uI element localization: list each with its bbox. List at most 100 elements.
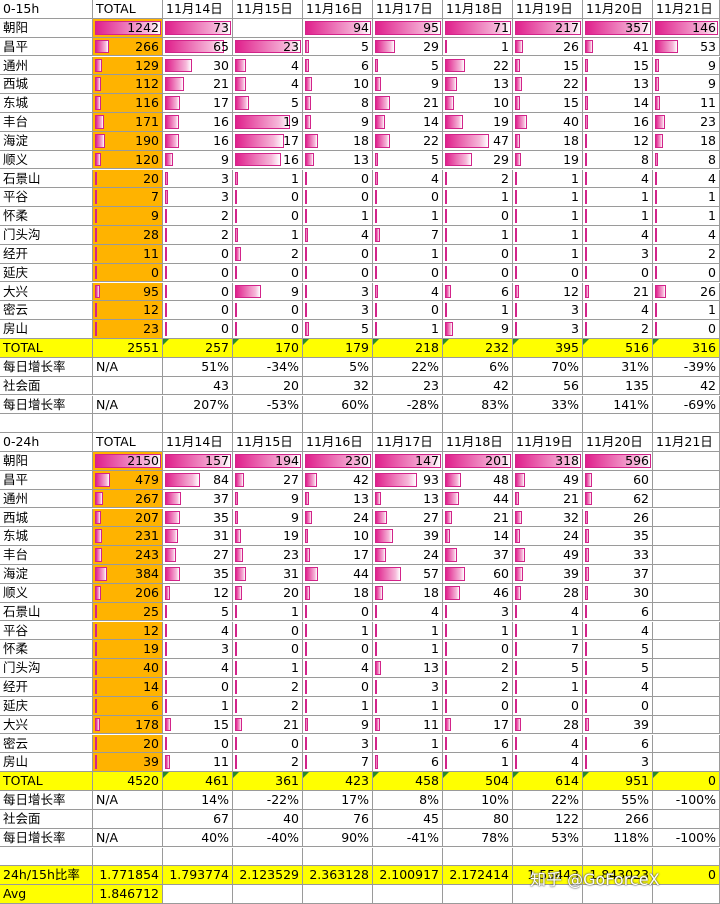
cell-text: 516 (625, 340, 649, 355)
cell-text: 18 (700, 132, 716, 148)
cell: 4 (583, 226, 653, 245)
cell: 504 (443, 772, 513, 791)
cell: 28 (513, 583, 583, 603)
data-bar (585, 303, 587, 318)
cell-text: 1.843023 (589, 867, 649, 883)
cell-text: 32 (353, 377, 369, 393)
cell-text: 13 (423, 660, 439, 676)
cell (0, 847, 93, 867)
cell: 42 (443, 376, 513, 396)
data-bar (165, 755, 170, 770)
data-bar (445, 58, 466, 73)
data-bar (375, 39, 396, 54)
cell: 76 (303, 809, 373, 829)
data-bar (585, 115, 588, 129)
cell: 207 (93, 508, 163, 528)
cell: 怀柔 (0, 207, 93, 226)
cell: 29 (443, 150, 513, 170)
cell: 93 (373, 470, 443, 490)
cell-text: 15 (563, 57, 579, 73)
cell-text: 30 (213, 57, 229, 73)
data-bar (305, 77, 313, 92)
cell-text: 4520 (127, 773, 159, 789)
note-marker (443, 339, 449, 345)
data-bar (585, 510, 588, 525)
cell: 13 (303, 150, 373, 170)
cell-text: 0 (221, 245, 229, 261)
cell-text: 17 (353, 547, 369, 563)
cell-text: 12 (563, 283, 579, 299)
cell: 14% (163, 791, 233, 810)
cell-text: 19 (143, 641, 159, 657)
data-bar (235, 472, 245, 487)
cell-text: 3 (361, 735, 369, 751)
cell-text: 0 (501, 245, 509, 261)
cell: 11月21日 (653, 433, 720, 452)
cell: 60 (443, 565, 513, 584)
data-bar (655, 96, 660, 110)
cell-text: 17 (493, 716, 509, 732)
cell-text: 11 (143, 245, 159, 261)
cell: 56 (513, 376, 583, 396)
data-bar (655, 322, 657, 336)
cell-text: 11 (213, 754, 229, 770)
cell: 95 (93, 282, 163, 302)
cell-text: 0 (291, 641, 299, 657)
cell (303, 885, 373, 904)
cell: 1 (653, 301, 720, 321)
cell-text: 18 (423, 584, 439, 600)
cell-text: 9 (291, 509, 299, 525)
cell: 28 (513, 715, 583, 735)
cell-text: 0 (221, 264, 229, 280)
cell-text: 6 (501, 735, 509, 751)
data-bar (445, 228, 447, 242)
cell: 12 (163, 583, 233, 603)
cell-text: 230 (345, 453, 369, 468)
cell (443, 885, 513, 904)
note-marker (653, 339, 659, 345)
cell (653, 715, 720, 735)
cell-text: TOTAL (3, 340, 43, 355)
data-bar (655, 228, 657, 242)
data-bar (375, 246, 377, 261)
data-bar (445, 491, 460, 506)
data-bar (305, 96, 311, 110)
cell: 26 (583, 508, 653, 528)
cell-text: 每日增长率 (3, 358, 66, 374)
cell-text: 每日增长率 (3, 396, 66, 412)
data-bar (305, 454, 371, 468)
data-bar (585, 58, 588, 73)
cell-text: 0 (501, 208, 509, 224)
cell: 0 (163, 734, 233, 754)
cell: 密云 (0, 301, 93, 321)
data-bar (515, 585, 521, 600)
cell-text: 0 (431, 264, 439, 280)
cell-text: 1 (431, 622, 439, 638)
cell-text: 怀柔 (3, 641, 29, 657)
data-bar (305, 680, 307, 694)
cell-text: 32 (563, 509, 579, 525)
cell-text: 12 (213, 584, 229, 600)
data-bar (305, 736, 307, 751)
cell: 17% (303, 791, 373, 810)
note-marker (233, 339, 239, 345)
cell: 东城 (0, 527, 93, 547)
cell: 2 (653, 244, 720, 264)
data-bar (165, 96, 181, 110)
cell: 1 (443, 188, 513, 208)
data-bar (235, 152, 281, 167)
cell-text: 62 (633, 490, 649, 506)
data-bar (375, 661, 381, 675)
cell: 29 (373, 37, 443, 57)
cell-text: 0 (361, 245, 369, 261)
cell: 42 (303, 470, 373, 490)
cell-text: 顺义 (3, 584, 29, 600)
cell-text: 37 (633, 566, 649, 581)
cell: 6% (443, 357, 513, 377)
cell (653, 678, 720, 697)
cell-text: 9 (151, 208, 159, 224)
cell: 顺义 (0, 150, 93, 170)
data-bar (165, 585, 171, 600)
cell: 12 (93, 621, 163, 641)
cell: 石景山 (0, 602, 93, 622)
